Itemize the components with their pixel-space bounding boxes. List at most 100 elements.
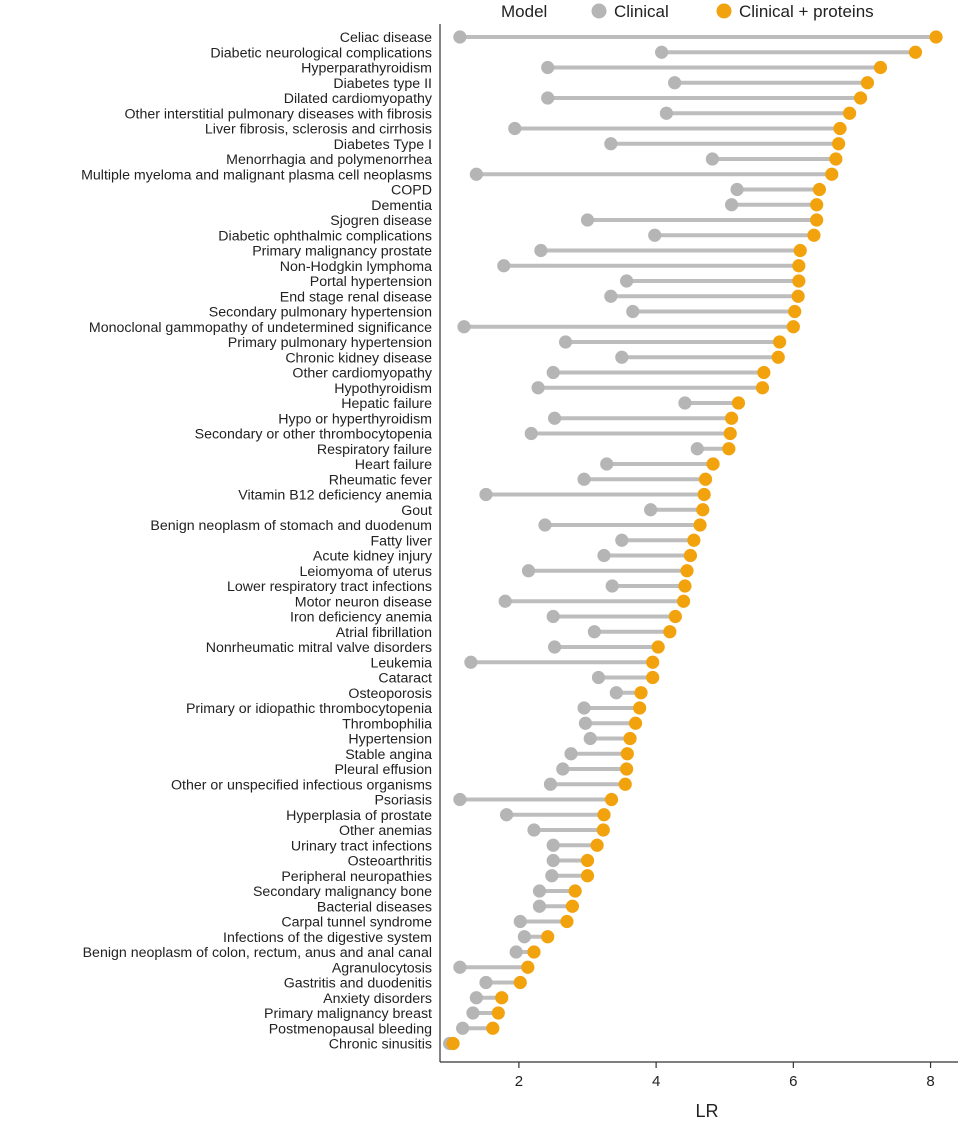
category-label: Chronic sinusitis [329,1037,432,1053]
clinical-proteins-point [676,594,691,608]
category-row: Dilated cardiomyopathy [284,91,868,107]
clinical-proteins-point [791,289,805,303]
category-label: Monoclonal gammopathy of undetermined si… [89,320,432,336]
clinical-point [655,45,669,59]
clinical-proteins-point [486,1021,500,1035]
category-row: Cataract [378,670,660,687]
clinical-point [469,991,483,1005]
clinical-proteins-point [792,259,806,273]
clinical-proteins-point [723,426,737,441]
category-label: Psoriasis [374,793,432,809]
category-row: Infections of the digestive system [223,930,555,946]
clinical-proteins-point [521,960,535,974]
clinical-point [479,975,493,990]
category-label: Peripheral neuropathies [281,869,432,885]
clinical-point [659,106,674,120]
clinical-proteins-point [825,167,839,181]
category-label: Fatty liver [371,533,433,549]
category-label: Secondary malignancy bone [253,884,432,900]
category-label: Osteoarthritis [348,854,432,870]
clinical-point [724,198,739,212]
category-row: Hypothyroidism [334,381,770,397]
clinical-point [546,853,560,868]
category-row: Hepatic failure [341,396,746,412]
clinical-point [546,609,560,624]
category-label: Non-Hodgkin lymphoma [280,259,432,275]
category-row: Secondary malignancy bone [253,884,582,900]
clinical-point [532,899,547,913]
clinical-point [497,259,511,273]
legend-label-clinical: Clinical [614,2,669,21]
category-label: Diabetic ophthalmic complications [218,228,432,244]
category-row: Menorrhagia and polymenorrhea [226,152,843,168]
category-label: Respiratory failure [317,442,432,458]
legend: Model Clinical Clinical + proteins [501,2,874,21]
category-label: Benign neoplasm of stomach and duodenum [150,518,432,534]
clinical-point [513,914,527,929]
category-label: Motor neuron disease [295,594,432,610]
clinical-point [466,1006,480,1020]
clinical-proteins-point [810,198,824,212]
category-row: Motor neuron disease [295,594,691,610]
clinical-point [508,121,522,136]
clinical-proteins-point [651,640,665,654]
clinical-proteins-point [807,228,821,242]
category-row: Benign neoplasm of stomach and duodenum [150,518,707,534]
clinical-point [479,487,493,502]
clinical-point [604,137,618,151]
clinical-proteins-point [596,823,610,837]
category-label: Thrombophilia [342,716,432,732]
clinical-point [499,808,514,822]
category-row: Rheumatic fever [329,472,713,488]
clinical-point [541,60,555,75]
clinical-point [538,518,552,532]
category-label: Hyperparathyroidism [301,61,432,77]
clinical-proteins-point [724,411,739,425]
clinical-proteins-point [623,731,637,746]
clinical-point [615,350,629,364]
clinical-proteins-point [693,518,707,532]
category-row: Psoriasis [374,793,619,809]
category-label: Rheumatic fever [329,472,433,488]
clinical-point [597,548,611,563]
category-row: Diabetes Type I [334,137,846,153]
category-label: Hypothyroidism [334,381,432,397]
clinical-point [587,625,601,639]
category-row: Leukemia [370,655,660,671]
category-label: Secondary pulmonary hypertension [209,305,432,321]
clinical-point [556,762,570,776]
clinical-point [534,243,548,258]
clinical-point [547,411,562,425]
category-row: Urinary tract infections [291,838,604,854]
category-row: Primary malignancy prostate [252,244,807,260]
category-row: Other or unspecified infectious organism… [171,777,632,793]
clinical-proteins-point [793,243,807,258]
category-row: Vitamin B12 deficiency anemia [238,487,711,504]
category-label: Lower respiratory tract infections [227,579,432,595]
clinical-proteins-point [680,564,694,578]
clinical-point [578,716,593,730]
clinical-proteins-point [696,503,710,517]
category-label: Bacterial diseases [317,899,432,915]
clinical-proteins-point [541,930,555,944]
category-row: Other anemias [339,823,610,839]
clinical-proteins-point [663,625,677,639]
category-label: Other cardiomyopathy [292,366,432,382]
clinical-proteins-point [678,579,692,593]
clinical-point [580,213,595,227]
category-row: Primary or idiopathic thrombocytopenia [186,701,647,717]
clinical-point [705,152,719,166]
category-label: Liver fibrosis, sclerosis and cirrhosis [205,122,432,138]
category-row: Liver fibrosis, sclerosis and cirrhosis [205,122,847,138]
category-row: Heart failure [355,457,720,473]
legend-label-clinical-proteins: Clinical + proteins [739,2,874,21]
category-row: Other cardiomyopathy [292,366,771,382]
clinical-point [543,777,558,791]
clinical-proteins-point [527,945,541,959]
category-row: Secondary pulmonary hypertension [209,305,802,321]
category-row: Hyperplasia of prostate [286,808,611,824]
clinical-proteins-point [646,670,660,685]
clinical-point [583,731,597,746]
legend-marker-clinical-proteins [716,3,732,19]
category-row: Peripheral neuropathies [281,869,595,885]
